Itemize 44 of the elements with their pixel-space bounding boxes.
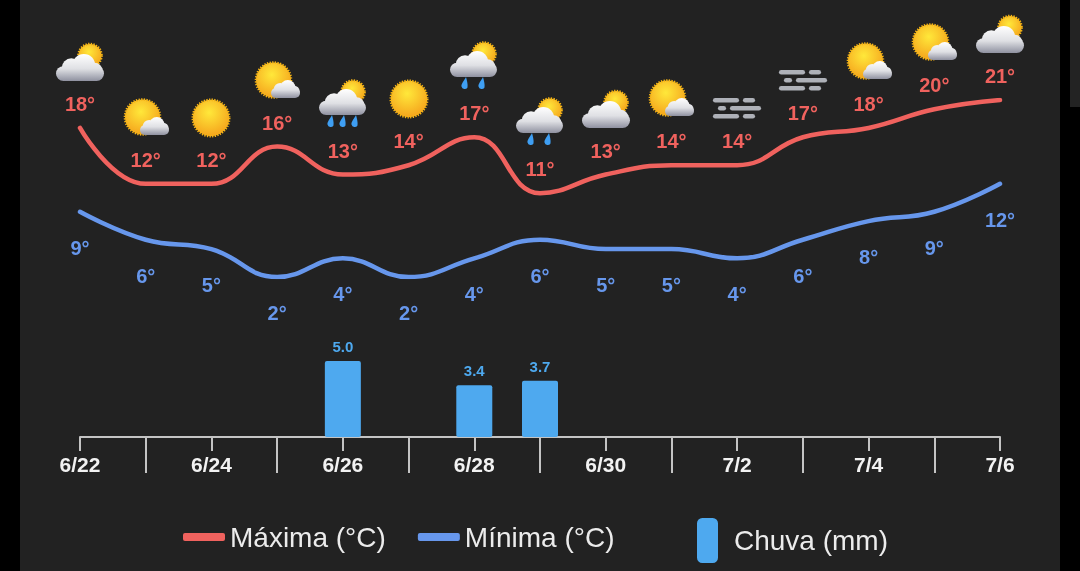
data-label: 20° <box>919 74 950 97</box>
data-label: 14° <box>393 130 424 153</box>
data-label: 2° <box>399 302 419 324</box>
legend-label: Mínima (°C) <box>464 521 615 553</box>
data-label: 5.0 <box>332 338 354 355</box>
legend-label: Chuva (mm) <box>734 525 889 556</box>
data-label: 5° <box>661 274 681 297</box>
data-label: 18° <box>853 92 884 115</box>
data-label: 8° <box>859 246 879 269</box>
data-label: 6° <box>136 264 156 287</box>
data-label: 21° <box>984 65 1016 87</box>
data-label: 12° <box>196 148 227 171</box>
data-label: 11° <box>525 158 555 181</box>
x-tick-label: 6/28 <box>453 453 496 476</box>
x-tick-label: 6/24 <box>190 453 233 476</box>
data-label: 17° <box>459 102 490 125</box>
data-label: 16° <box>262 111 293 134</box>
x-tick-label: 6/22 <box>59 453 101 476</box>
x-tick-label: 7/4 <box>853 453 884 476</box>
data-label: 17° <box>787 102 818 125</box>
data-label: 9° <box>924 236 944 259</box>
legend-label: Máxima (°C) <box>230 521 386 553</box>
data-label: 4° <box>727 283 747 306</box>
data-label: 5° <box>596 274 616 297</box>
data-label: 4° <box>464 283 484 306</box>
data-label: 3.4 <box>463 362 486 380</box>
data-label: 14° <box>722 130 753 153</box>
data-label: 9° <box>70 236 90 259</box>
data-label: 5° <box>201 274 221 297</box>
data-label: 6° <box>530 264 550 287</box>
data-label: 3.7 <box>529 357 551 375</box>
data-label: 4° <box>333 283 353 306</box>
data-label: 18° <box>64 92 96 115</box>
data-label: 2° <box>267 302 287 324</box>
x-tick-label: 7/2 <box>722 453 752 476</box>
data-label: 13° <box>327 139 358 162</box>
x-tick-label: 6/30 <box>585 453 627 476</box>
data-label: 12° <box>130 148 161 171</box>
data-label: 13° <box>590 139 621 162</box>
x-tick-label: 6/26 <box>322 453 364 476</box>
data-label: 14° <box>656 130 687 153</box>
x-tick-label: 7/6 <box>985 453 1015 476</box>
data-label: 6° <box>793 264 813 287</box>
data-label: 12° <box>984 208 1016 231</box>
